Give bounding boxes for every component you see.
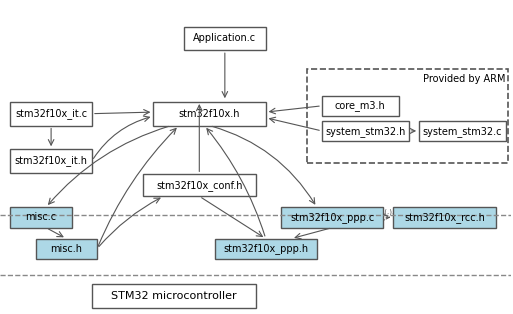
FancyBboxPatch shape — [281, 207, 383, 228]
FancyBboxPatch shape — [10, 207, 71, 228]
Text: stm32f10x_ppp.h: stm32f10x_ppp.h — [223, 243, 308, 254]
Text: stm32f10x_rcc.h: stm32f10x_rcc.h — [404, 212, 485, 223]
FancyBboxPatch shape — [307, 69, 508, 163]
Text: stm32f10x.h: stm32f10x.h — [179, 109, 240, 119]
Text: Provided by ARM: Provided by ARM — [423, 74, 506, 84]
FancyBboxPatch shape — [143, 174, 255, 196]
FancyBboxPatch shape — [419, 121, 506, 141]
FancyBboxPatch shape — [153, 102, 266, 126]
FancyBboxPatch shape — [10, 102, 92, 126]
Text: stm32f10x_ppp.c: stm32f10x_ppp.c — [290, 212, 374, 223]
Text: stm32f10x_it.h: stm32f10x_it.h — [14, 155, 88, 166]
FancyBboxPatch shape — [322, 96, 399, 116]
Text: system_stm32.h: system_stm32.h — [325, 126, 406, 137]
FancyBboxPatch shape — [36, 239, 97, 259]
Text: Application.c: Application.c — [193, 34, 256, 43]
FancyBboxPatch shape — [92, 284, 255, 308]
FancyBboxPatch shape — [393, 207, 496, 228]
FancyBboxPatch shape — [322, 121, 409, 141]
Text: core_m3.h: core_m3.h — [335, 100, 386, 111]
FancyBboxPatch shape — [184, 27, 266, 50]
Text: misc.c: misc.c — [25, 213, 56, 222]
Text: .(.).: .(.). — [382, 208, 394, 215]
FancyBboxPatch shape — [214, 239, 317, 259]
Text: STM32 microcontroller: STM32 microcontroller — [111, 291, 236, 301]
Text: stm32f10x_conf.h: stm32f10x_conf.h — [156, 180, 243, 191]
FancyBboxPatch shape — [10, 149, 92, 173]
Text: stm32f10x_it.c: stm32f10x_it.c — [15, 108, 87, 119]
Text: misc.h: misc.h — [50, 244, 83, 254]
Text: system_stm32.c: system_stm32.c — [423, 126, 502, 137]
